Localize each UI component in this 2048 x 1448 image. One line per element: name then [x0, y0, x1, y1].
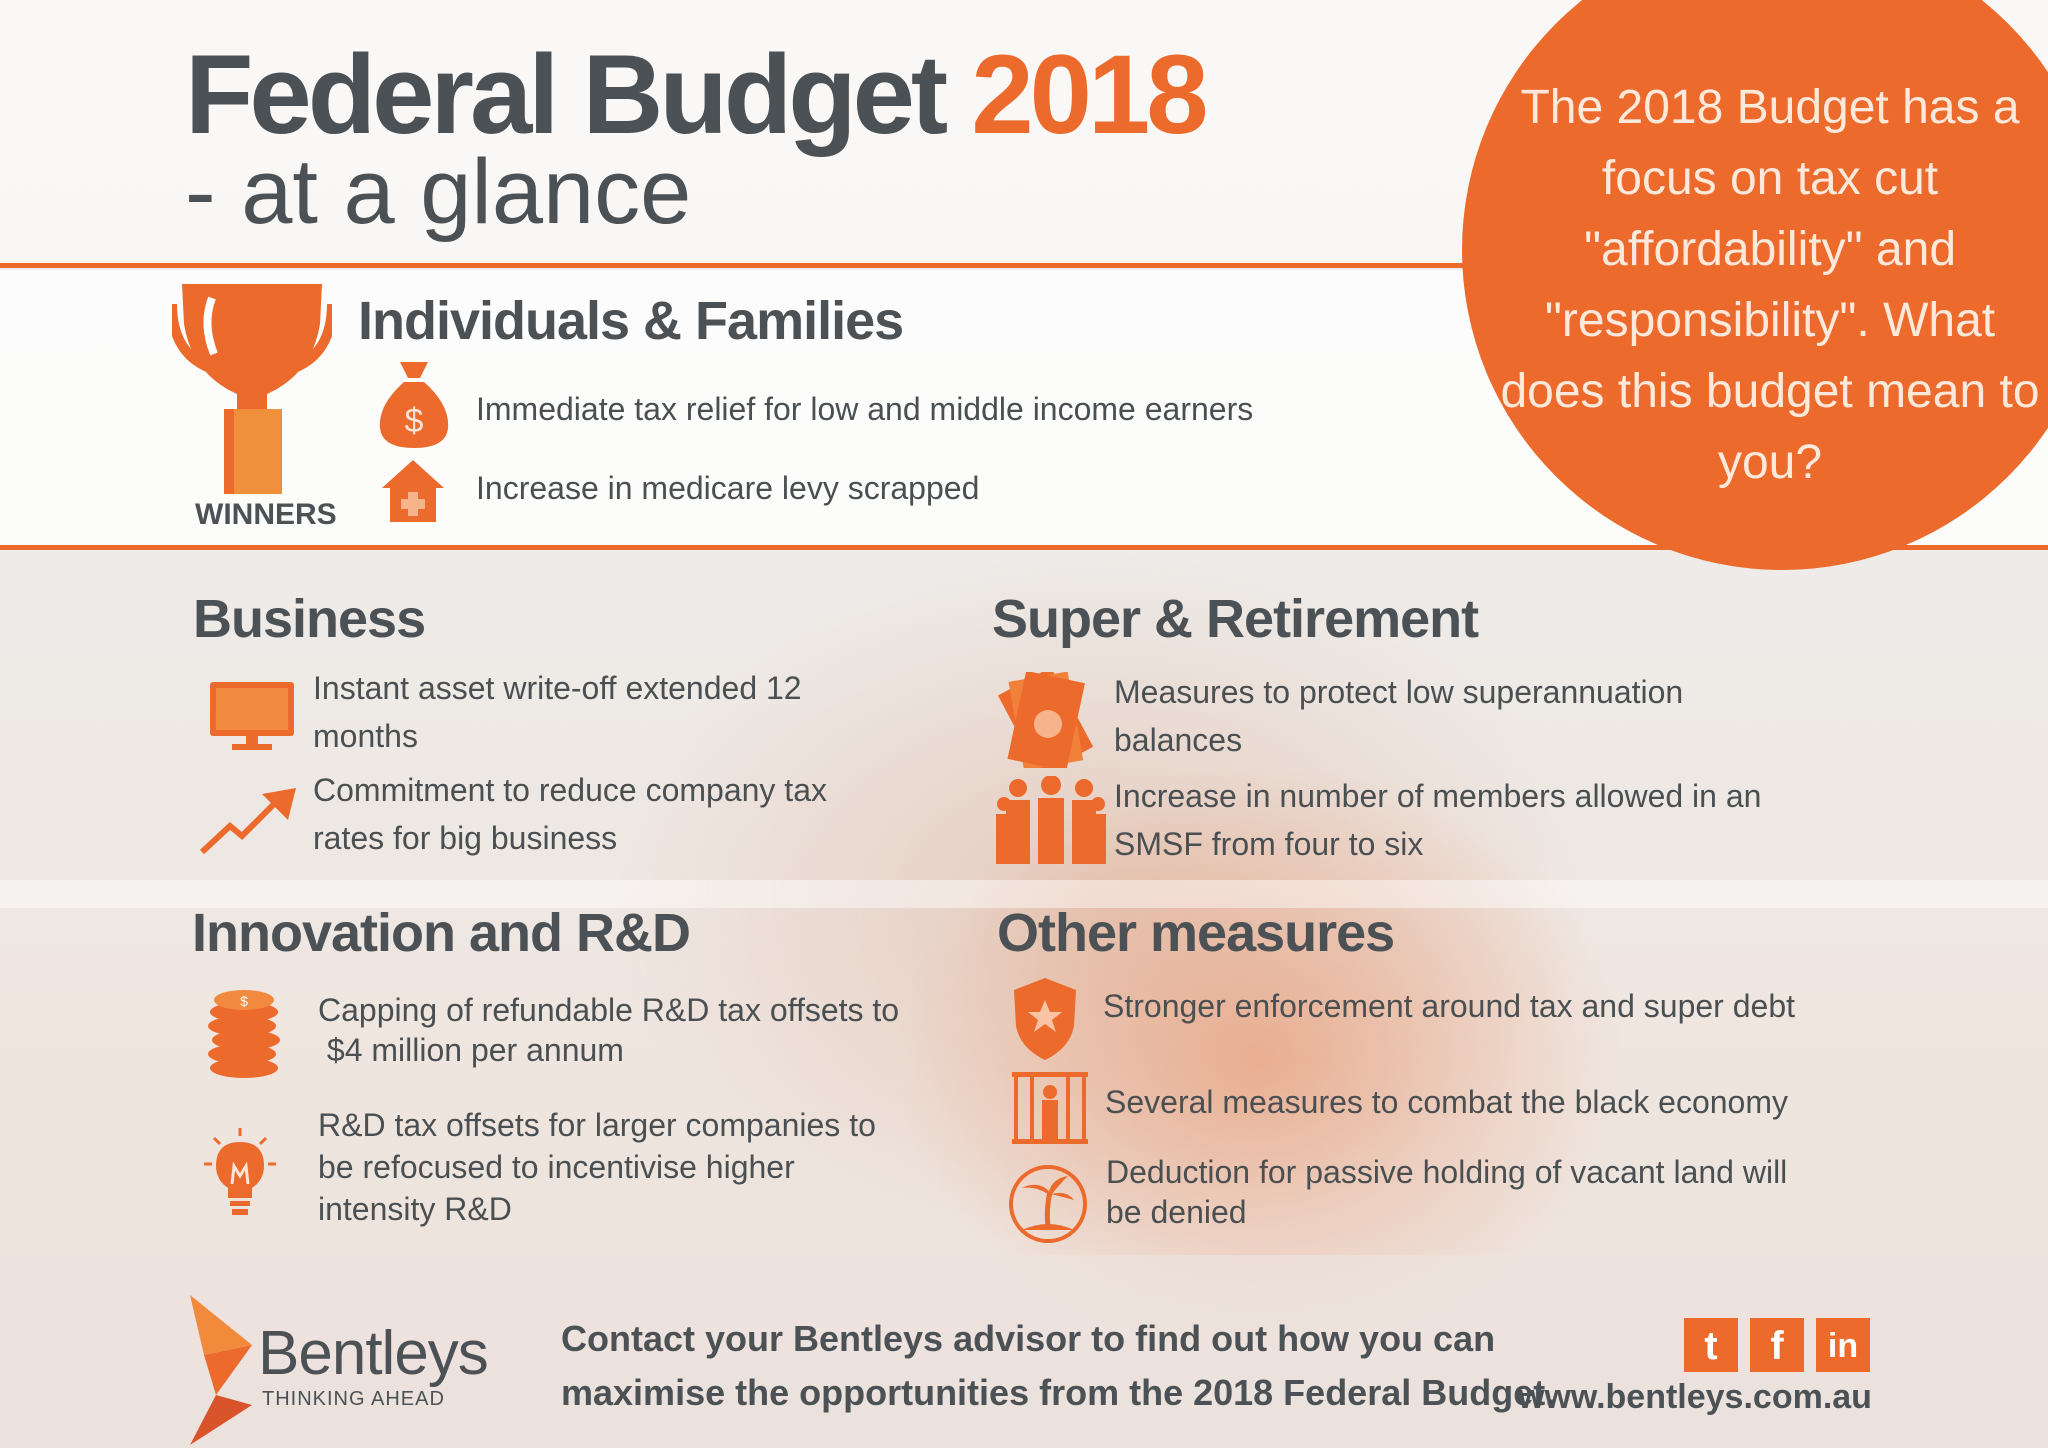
section-heading-individuals: Individuals & Families [358, 291, 904, 351]
prison-bars-icon [1012, 1072, 1088, 1144]
banknotes-icon [997, 672, 1094, 768]
individuals-item-2: Increase in medicare levy scrapped [476, 470, 980, 506]
winners-label: WINNERS [195, 498, 337, 531]
other-item-2: Several measures to combat the black eco… [1105, 1084, 1788, 1120]
innovation-item-2-line1: R&D tax offsets for larger companies to [318, 1107, 876, 1143]
money-bag-icon: $ [379, 362, 449, 448]
business-item-1-line1: Instant asset write-off extended 12 [313, 670, 802, 706]
innovation-item-1-line1: Capping of refundable R&D tax offsets to [318, 992, 900, 1028]
section-heading-super: Super & Retirement [992, 589, 1479, 649]
super-item-2-line2: SMSF from four to six [1114, 826, 1424, 862]
individuals-divider [0, 545, 2048, 550]
contact-cta: Contact your Bentleys advisor to find ou… [561, 1312, 1555, 1420]
people-group-icon [996, 776, 1106, 864]
callout-text: The 2018 Budget has a focus on tax cut "… [1500, 81, 2040, 489]
brand-name: Bentleys [258, 1319, 489, 1388]
innovation-item-2: R&D tax offsets for larger companies to … [318, 1104, 876, 1230]
lightbulb-icon [204, 1128, 276, 1215]
page-title: Federal Budget 2018 [185, 30, 1209, 159]
svg-text:$: $ [240, 993, 248, 1009]
callout-circle [1462, 0, 2048, 570]
divider-band [0, 880, 2048, 908]
super-item-1: Measures to protect low superannuation b… [1114, 668, 1683, 764]
innovation-item-1-line2: $4 million per annum [318, 1032, 624, 1068]
coin-stack-icon: $ [208, 990, 280, 1078]
section-heading-business: Business [193, 589, 426, 649]
medical-house-icon [382, 460, 444, 522]
police-badge-icon [1014, 978, 1076, 1060]
header-divider [0, 263, 1470, 268]
other-item-1: Stronger enforcement around tax and supe… [1103, 988, 1795, 1024]
contact-cta-line2: maximise the opportunities from the 2018… [561, 1372, 1556, 1413]
innovation-item-2-line3: intensity R&D [318, 1191, 512, 1227]
bentleys-logo-icon [190, 1295, 252, 1445]
super-item-1-line1: Measures to protect low superannuation [1114, 674, 1684, 710]
contact-cta-line1: Contact your Bentleys advisor to find ou… [561, 1318, 1496, 1359]
business-item-1-line2: months [313, 718, 418, 754]
business-item-1: Instant asset write-off extended 12 mont… [313, 664, 802, 760]
super-item-2-line1: Increase in number of members allowed in… [1114, 778, 1762, 814]
other-item-3-line2: be denied [1106, 1194, 1247, 1230]
website-link[interactable]: www.bentleys.com.au [1518, 1378, 1872, 1416]
palm-island-icon [1009, 1165, 1087, 1243]
business-item-2: Commitment to reduce company tax rates f… [313, 766, 827, 862]
section-heading-other: Other measures [997, 903, 1395, 963]
brand-tagline: THINKING AHEAD [262, 1388, 445, 1410]
business-item-2-line2: rates for big business [313, 820, 618, 856]
facebook-icon[interactable]: f [1750, 1318, 1804, 1372]
innovation-item-1: Capping of refundable R&D tax offsets to… [318, 990, 899, 1070]
monitor-icon [210, 682, 294, 750]
super-item-2: Increase in number of members allowed in… [1114, 772, 1761, 868]
individuals-item-1: Immediate tax relief for low and middle … [476, 391, 1254, 427]
trophy-icon [172, 284, 332, 494]
title-text: Federal Budget [185, 32, 948, 157]
twitter-icon[interactable]: t [1684, 1318, 1738, 1372]
linkedin-icon[interactable]: in [1816, 1318, 1870, 1372]
other-item-3-line1: Deduction for passive holding of vacant … [1106, 1154, 1788, 1190]
title-year: 2018 [971, 32, 1208, 157]
other-item-3: Deduction for passive holding of vacant … [1106, 1152, 1787, 1232]
innovation-item-2-line2: be refocused to incentivise higher [318, 1149, 795, 1185]
trend-up-arrow-icon [200, 788, 296, 854]
super-item-1-line2: balances [1114, 722, 1243, 758]
page-subtitle: - at a glance [185, 141, 692, 243]
section-heading-innovation: Innovation and R&D [192, 903, 691, 963]
svg-text:$: $ [405, 402, 424, 440]
business-item-2-line1: Commitment to reduce company tax [313, 772, 827, 808]
